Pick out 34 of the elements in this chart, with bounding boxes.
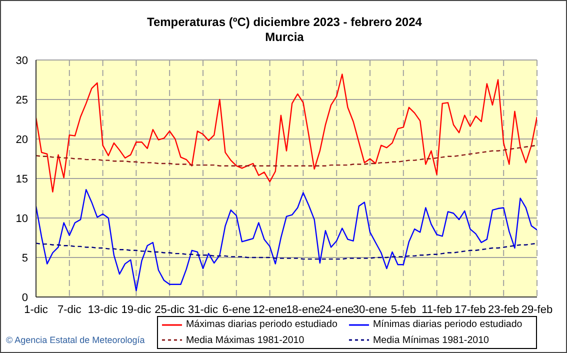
y-tick-label: 5 <box>22 252 28 264</box>
y-tick-label: 10 <box>16 212 28 225</box>
chart-subtitle: Murcia <box>264 30 305 45</box>
y-tick-label: 0 <box>22 292 28 304</box>
legend-label: Media Mínimas 1981-2010 <box>373 334 489 346</box>
x-tick-label: 29-feb <box>521 304 553 316</box>
x-tick-label: 31-dic <box>188 304 218 316</box>
x-tick-label: 19-dic <box>121 304 152 316</box>
x-tick-label: 24-ene <box>319 304 354 316</box>
x-tick-label: 23-feb <box>488 304 520 316</box>
line-series <box>36 74 537 193</box>
y-tick-label: 30 <box>16 54 28 67</box>
y-tick-label: 25 <box>16 94 28 106</box>
line-series <box>36 242 537 260</box>
text: © Agencia Estatal de Meteorología <box>6 335 145 345</box>
x-tick-label: 11-feb <box>422 304 452 316</box>
x-tick-label: 17-feb <box>454 304 486 316</box>
x-tick-label: 6-ene <box>222 304 250 316</box>
x-tick-label: 5-feb <box>390 304 416 316</box>
x-tick-label: 1-dic <box>24 304 48 316</box>
line-series <box>36 188 537 292</box>
legend-label: Media Máximas 1981-2010 <box>186 334 304 346</box>
legend-label: Máximas diarias periodo estudiado <box>186 319 338 330</box>
x-tick-label: 12-ene <box>252 304 287 316</box>
x-tick-label: 25-dic <box>154 304 186 316</box>
x-tick-label: 7-dic <box>57 304 82 316</box>
chart-title: Temperaturas (ºC) diciembre 2023 - febrero 2024 <box>146 15 423 30</box>
line-series <box>36 144 537 166</box>
x-tick-label: 18-ene <box>286 304 320 316</box>
x-tick-label: 30-ene <box>352 304 388 316</box>
legend-label: Mínimas diarias periodo estudiado <box>373 319 522 330</box>
y-tick-label: 20 <box>16 134 28 146</box>
y-tick-label: 15 <box>16 173 28 186</box>
x-tick-label: 13-dic <box>88 304 118 316</box>
